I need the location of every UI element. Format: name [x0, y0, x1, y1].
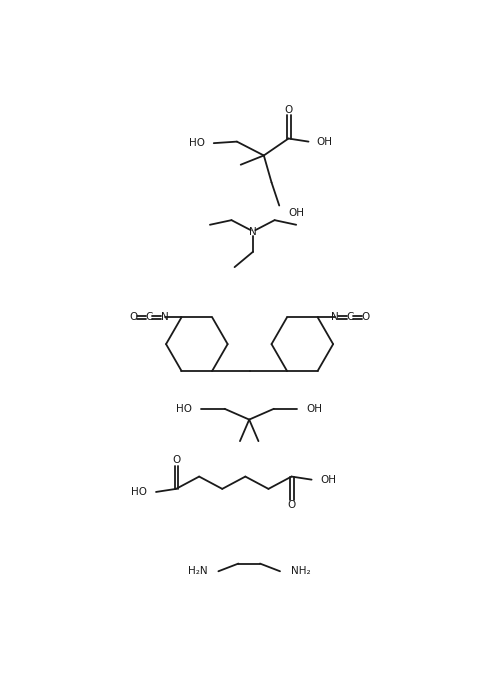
Text: O: O — [361, 312, 370, 322]
Text: O: O — [172, 456, 180, 465]
Text: N: N — [161, 312, 169, 322]
Text: C: C — [346, 312, 354, 322]
Text: O: O — [287, 500, 296, 510]
Text: C: C — [146, 312, 153, 322]
Text: OH: OH — [321, 475, 337, 484]
Text: N: N — [249, 228, 257, 237]
Text: HO: HO — [131, 487, 147, 497]
Text: OH: OH — [306, 404, 322, 414]
Text: HO: HO — [176, 404, 192, 414]
Text: N: N — [331, 312, 338, 322]
Text: OH: OH — [288, 209, 304, 218]
Text: H₂N: H₂N — [188, 566, 207, 576]
Text: O: O — [130, 312, 138, 322]
Text: OH: OH — [316, 137, 332, 147]
Text: HO: HO — [188, 138, 205, 148]
Text: O: O — [284, 105, 293, 115]
Text: NH₂: NH₂ — [291, 566, 310, 576]
